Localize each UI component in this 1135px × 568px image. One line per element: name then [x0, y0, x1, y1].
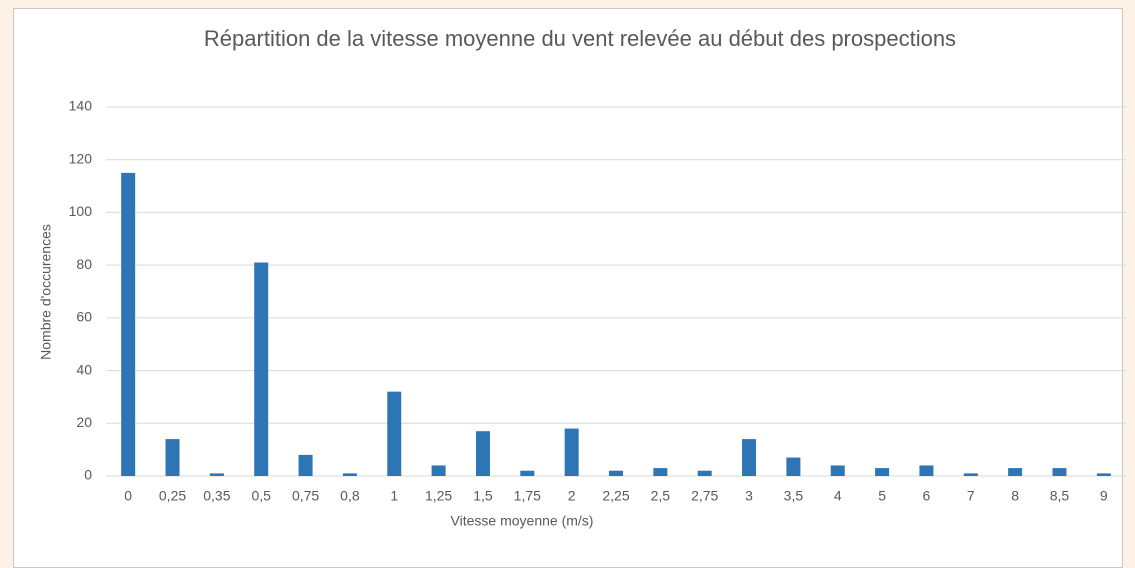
page: Répartition de la vitesse moyenne du ven… [13, 8, 1126, 568]
bar [431, 465, 446, 476]
x-tick-label: 2,25 [602, 488, 629, 504]
x-tick-label: 0,75 [292, 488, 319, 504]
x-tick-label: 2 [568, 488, 576, 504]
bar [342, 473, 357, 476]
x-tick-label: 2,75 [691, 488, 718, 504]
bar [963, 473, 978, 476]
y-tick-label: 120 [69, 150, 93, 166]
y-tick-label: 80 [76, 256, 92, 272]
x-tick-label: 8 [1011, 488, 1019, 504]
bar [697, 470, 712, 476]
x-tick-label: 7 [967, 488, 975, 504]
bar [165, 439, 180, 476]
x-tick-label: 0,8 [340, 488, 360, 504]
x-tick-label: 1,75 [514, 488, 541, 504]
chart: Vitesse moyenne (m/s) Nombre d'occurence… [38, 98, 1126, 529]
x-tick-label: 2,5 [651, 488, 671, 504]
x-tick-label: 8,5 [1050, 488, 1070, 504]
x-tick-label: 3 [745, 488, 753, 504]
bar [875, 468, 890, 476]
y-tick-label: 100 [69, 203, 93, 219]
bar [298, 454, 313, 476]
bar [475, 431, 490, 476]
y-tick-label: 40 [76, 361, 92, 377]
x-tick-label: 6 [923, 488, 931, 504]
x-tick-label: 1 [390, 488, 398, 504]
bar [209, 473, 224, 476]
chart-title: Répartition de la vitesse moyenne du ven… [203, 26, 957, 51]
bar [919, 465, 934, 476]
y-tick-label: 0 [84, 467, 92, 483]
x-tick-label: 0 [124, 488, 132, 504]
x-tick-label: 1,25 [425, 488, 452, 504]
bar [254, 262, 269, 476]
x-tick-label: 5 [878, 488, 886, 504]
bar [1008, 468, 1023, 476]
x-tick-label: 0,35 [203, 488, 230, 504]
y-tick-label: 60 [76, 309, 92, 325]
y-tick-label: 140 [69, 98, 93, 114]
bar [609, 470, 623, 476]
y-tick-label: 20 [76, 414, 92, 430]
bar [742, 439, 757, 476]
bar [520, 470, 535, 476]
bar [786, 457, 801, 476]
x-tick-label: 3,5 [784, 488, 804, 504]
bar [830, 465, 845, 476]
x-tick-label: 1,5 [473, 488, 493, 504]
x-tick-label: 9 [1100, 488, 1108, 504]
x-axis-label: Vitesse moyenne (m/s) [451, 513, 594, 529]
x-tick-label: 0,5 [251, 488, 271, 504]
bar [1052, 468, 1067, 476]
y-axis-label: Nombre d'occurences [38, 224, 54, 360]
x-tick-label: 0,25 [159, 488, 186, 504]
bar [564, 428, 579, 476]
bar [1096, 473, 1111, 476]
bar [653, 468, 668, 476]
bar [121, 172, 136, 476]
x-tick-label: 4 [834, 488, 842, 504]
bar [387, 391, 402, 476]
